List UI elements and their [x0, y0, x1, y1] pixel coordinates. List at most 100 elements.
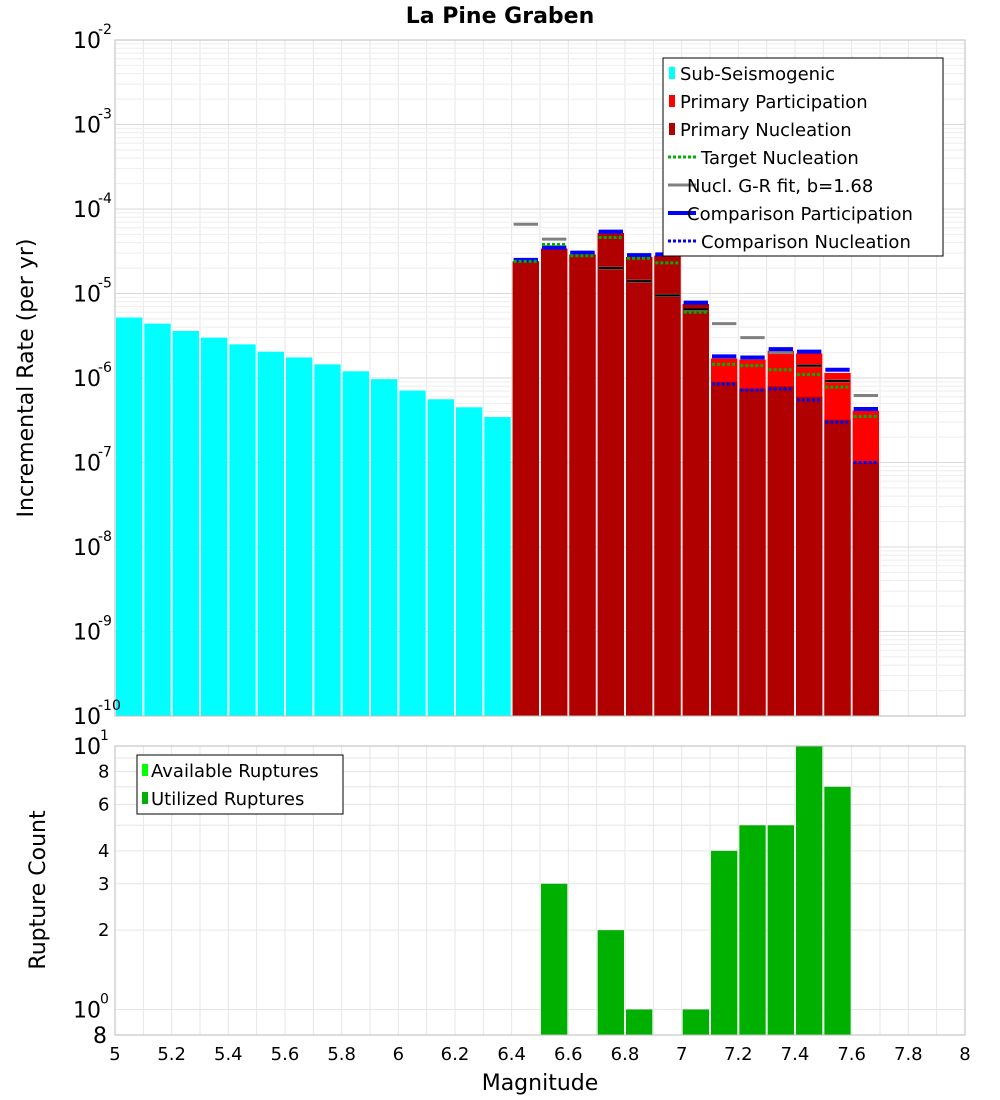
count-legend-item: Available Ruptures	[142, 761, 319, 782]
tick-exponent: -6	[98, 360, 112, 376]
legend-swatch	[669, 123, 675, 135]
count-legend-item: Utilized Ruptures	[142, 789, 304, 810]
x-tick-label: 8	[959, 1044, 970, 1065]
rate-legend-item: Primary Participation	[669, 92, 868, 113]
rate-y-tick: 10-4	[73, 191, 112, 223]
rate-plot-border	[114, 39, 966, 717]
x-tick-label: 7.8	[894, 1044, 923, 1065]
rate-legend-box	[662, 57, 944, 257]
primary-nucleation-bar	[796, 396, 823, 716]
x-tick-label: 6.8	[611, 1044, 640, 1065]
rate-bars	[116, 232, 879, 716]
primary-nucleation-bar	[626, 257, 653, 716]
utilized-ruptures-bar	[541, 883, 568, 1035]
tick-base: 10	[73, 367, 101, 392]
count-x-ticks: 5 5.2 5.4 5.6 5.8 6 6.2 6.4 6.6 6.8 7 7.2 7.4 7.6 7.8 8	[109, 1044, 970, 1065]
utilized-ruptures-bar	[824, 786, 851, 1035]
rate-legend-item: Primary Nucleation	[669, 120, 852, 141]
primary-nucleation-bar	[654, 255, 681, 716]
sub-seismogenic-bar	[286, 357, 313, 716]
tick-exponent: -3	[98, 107, 112, 123]
rate-y-tick: 10-10	[73, 698, 121, 730]
tick-label: 8	[98, 762, 109, 783]
rate-legend-item: Comparison Participation	[668, 204, 913, 225]
rate-grid	[115, 40, 965, 717]
tick-exponent: -4	[98, 191, 112, 207]
rate-y-tick: 10-9	[73, 614, 112, 646]
legend-label: Available Ruptures	[151, 761, 319, 782]
x-tick-label: 7.4	[781, 1044, 810, 1065]
tick-base: 10	[73, 705, 101, 730]
primary-nucleation-bar	[824, 419, 851, 716]
count-y-tick: 10 0	[73, 991, 109, 1023]
tick-label: 4	[98, 841, 109, 862]
rate-y-tick: 10-7	[73, 445, 112, 477]
legend-label: Sub-Seismogenic	[680, 64, 835, 85]
legend-label: Comparison Nucleation	[701, 232, 911, 253]
x-axis-label: Magnitude	[482, 1071, 599, 1096]
legend-label: Primary Participation	[680, 92, 868, 113]
utilized-ruptures-bar	[682, 1009, 709, 1035]
count-y-tick: 6	[98, 794, 109, 815]
x-tick-label: 7	[676, 1044, 687, 1065]
tick-exponent: 0	[100, 991, 109, 1007]
x-tick-label: 7.6	[837, 1044, 866, 1065]
primary-nucleation-bar	[739, 388, 766, 716]
tick-exponent: -5	[98, 276, 112, 292]
sub-seismogenic-bar	[399, 390, 426, 716]
tick-base: 8	[93, 1024, 107, 1049]
rate-y-tick: 10-6	[73, 360, 112, 392]
x-tick-label: 5.8	[327, 1044, 356, 1065]
sub-seismogenic-bar	[314, 364, 341, 716]
tick-exponent: -8	[98, 529, 112, 545]
tick-label: 6	[98, 794, 109, 815]
tick-base: 10	[73, 198, 101, 223]
tick-label: 3	[98, 874, 109, 895]
rate-y-tick: 10-5	[73, 276, 112, 308]
rate-legend-item: Sub-Seismogenic	[669, 64, 835, 85]
rate-y-tick: 10-2	[73, 22, 112, 54]
rate-lines	[513, 222, 878, 464]
utilized-ruptures-bar	[626, 1009, 653, 1035]
rate-legend-item: Target Nucleation	[668, 148, 859, 169]
sub-seismogenic-bar	[342, 371, 369, 716]
primary-nucleation-bar	[597, 232, 624, 716]
utilized-ruptures-bar	[796, 746, 823, 1035]
count-y-tick: 10 1	[73, 728, 109, 760]
tick-exponent: 1	[100, 728, 109, 744]
chart-title: La Pine Graben	[406, 4, 595, 29]
sub-seismogenic-bar	[201, 337, 228, 716]
tick-base: 10	[73, 283, 101, 308]
utilized-ruptures-bar	[711, 850, 738, 1035]
utilized-ruptures-bar	[739, 825, 766, 1035]
legend-swatch	[669, 67, 675, 79]
legend-swatch	[142, 764, 148, 776]
legend-swatch	[669, 95, 675, 107]
rate-y-tick: 10-3	[73, 107, 112, 139]
x-tick-label: 5.2	[157, 1044, 186, 1065]
utilized-ruptures-bar	[767, 825, 794, 1035]
count-y-tick: 4	[98, 841, 109, 862]
sub-seismogenic-bar	[144, 323, 171, 716]
sub-seismogenic-bar	[172, 330, 199, 716]
legend-label: Nucl. G-R fit, b=1.68	[687, 176, 873, 197]
tick-exponent: -7	[98, 445, 112, 461]
tick-base: 10	[73, 29, 101, 54]
x-tick-label: 5.4	[214, 1044, 243, 1065]
rate-y-axis-label: Incremental Rate (per yr)	[14, 239, 39, 518]
tick-base: 10	[73, 998, 101, 1023]
x-tick-label: 5	[109, 1044, 120, 1065]
count-y-tick: 2	[98, 920, 109, 941]
legend-label: Primary Nucleation	[680, 120, 852, 141]
rate-legend: Sub-Seismogenic Primary Participation Prim…	[662, 57, 944, 257]
x-tick-label: 7.2	[724, 1044, 753, 1065]
tick-exponent: -2	[98, 22, 112, 38]
sub-seismogenic-bar	[484, 417, 511, 716]
x-tick-label: 6.6	[554, 1044, 583, 1065]
x-tick-label: 6	[393, 1044, 404, 1065]
